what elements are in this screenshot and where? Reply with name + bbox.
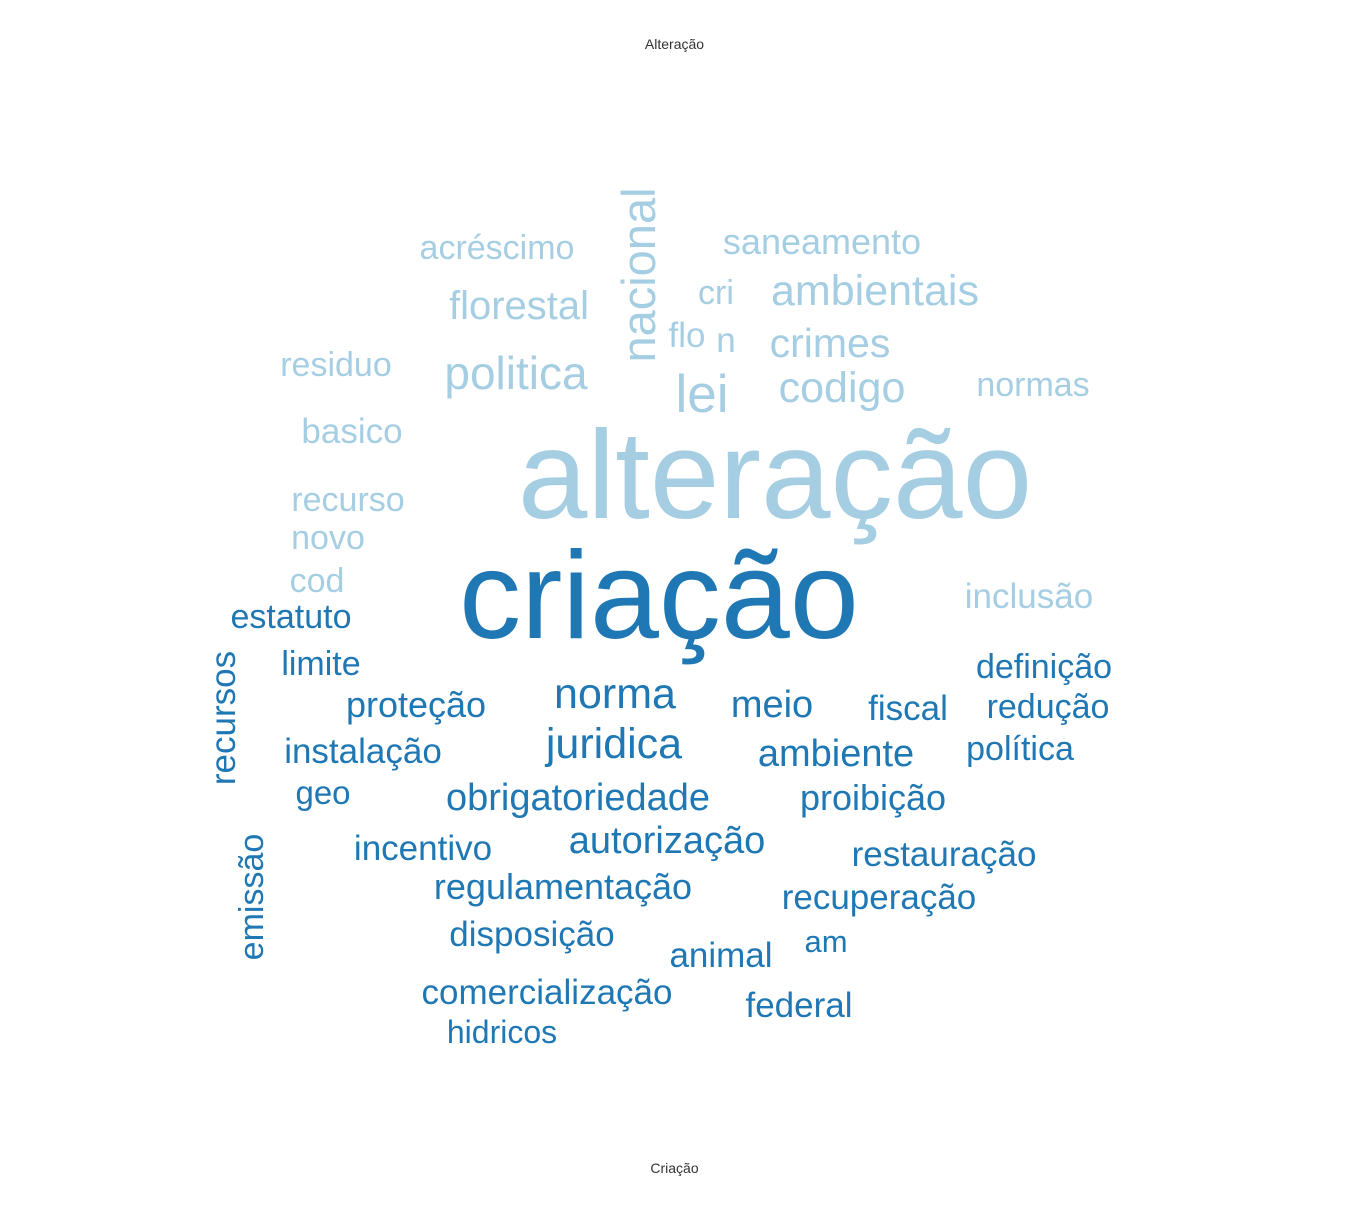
word-basico: basico — [301, 412, 402, 451]
word-politica: política — [966, 730, 1074, 768]
word-reducao: redução — [987, 688, 1110, 726]
word-acrescimo: acréscimo — [420, 229, 575, 267]
word-federal: federal — [745, 986, 852, 1025]
word-meio: meio — [731, 684, 813, 726]
word-crimes: crimes — [770, 320, 891, 366]
word-flo: flo — [669, 316, 706, 355]
word-inclusao: inclusão — [965, 577, 1093, 616]
word-autorizacao: autorização — [569, 820, 765, 862]
group-label-criacao: Criação — [650, 1160, 699, 1176]
word-disposicao: disposição — [449, 915, 614, 954]
word-florestal: florestal — [449, 284, 589, 328]
word-am: am — [804, 924, 847, 959]
word-animal: animal — [669, 936, 772, 975]
word-regulamentacao: regulamentação — [434, 866, 692, 907]
word-recursos: recursos — [204, 651, 243, 785]
word-comercializacao: comercialização — [422, 973, 673, 1012]
word-saneamento: saneamento — [723, 221, 921, 262]
word-incentivo: incentivo — [354, 829, 492, 868]
word-criacao: criação — [459, 527, 859, 665]
word-geo: geo — [295, 774, 350, 811]
word-n: n — [716, 321, 735, 360]
word-juridica: juridica — [544, 720, 682, 768]
word-fiscal: fiscal — [868, 689, 948, 728]
word-cod: cod — [290, 562, 345, 600]
word-recuperacao: recuperação — [782, 878, 977, 917]
word-codigo: codigo — [779, 364, 906, 412]
word-definicao: definição — [976, 648, 1112, 686]
word-ambientais: ambientais — [771, 267, 979, 315]
word-limite: limite — [281, 645, 360, 683]
word-normas: normas — [976, 366, 1089, 404]
word-norma: norma — [554, 670, 676, 718]
word-lei: lei — [675, 365, 728, 424]
word-residuo: residuo — [280, 346, 392, 384]
word-protecao: proteção — [346, 684, 486, 725]
word-hidricos: hidricos — [447, 1014, 557, 1050]
word-nacional: nacional — [612, 187, 665, 362]
word-politica: politica — [444, 347, 588, 399]
word-obrigatoriedade: obrigatoriedade — [446, 777, 710, 819]
group-label-alteracao: Alteração — [644, 36, 705, 52]
word-instalacao: instalação — [284, 732, 442, 771]
word-ambiente: ambiente — [758, 733, 914, 775]
word-recurso: recurso — [291, 481, 404, 519]
word-novo: novo — [291, 519, 365, 557]
word-alteracao: alteração — [518, 406, 1032, 545]
word-emissao: emissão — [233, 834, 271, 961]
word-proibicao: proibição — [800, 777, 946, 818]
word-estatuto: estatuto — [231, 598, 352, 636]
word-cri: cri — [698, 274, 734, 312]
word-restauracao: restauração — [852, 835, 1037, 874]
